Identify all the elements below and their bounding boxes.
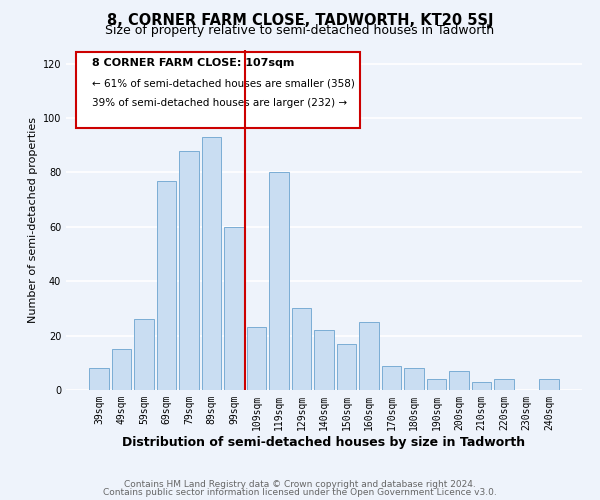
Bar (382, 366, 401, 390)
Bar (134, 320, 154, 390)
X-axis label: Distribution of semi-detached houses by size in Tadworth: Distribution of semi-detached houses by … (122, 436, 526, 448)
Text: 8, CORNER FARM CLOSE, TADWORTH, KT20 5SJ: 8, CORNER FARM CLOSE, TADWORTH, KT20 5SJ (107, 12, 493, 28)
FancyBboxPatch shape (76, 52, 360, 128)
Bar (427, 379, 446, 390)
Bar (404, 368, 424, 390)
Bar (359, 322, 379, 390)
Bar (269, 172, 289, 390)
Text: Contains HM Land Registry data © Crown copyright and database right 2024.: Contains HM Land Registry data © Crown c… (124, 480, 476, 489)
Bar (292, 308, 311, 390)
Text: ← 61% of semi-detached houses are smaller (358): ← 61% of semi-detached houses are smalle… (92, 79, 355, 89)
Bar (314, 330, 334, 390)
Bar (337, 344, 356, 390)
Y-axis label: Number of semi-detached properties: Number of semi-detached properties (28, 117, 38, 323)
Text: Contains public sector information licensed under the Open Government Licence v3: Contains public sector information licen… (103, 488, 497, 497)
Bar (112, 349, 131, 390)
Bar (539, 379, 559, 390)
Bar (494, 379, 514, 390)
Bar (247, 328, 266, 390)
Bar (472, 382, 491, 390)
Text: Size of property relative to semi-detached houses in Tadworth: Size of property relative to semi-detach… (106, 24, 494, 37)
Bar (224, 227, 244, 390)
Bar (179, 150, 199, 390)
Bar (89, 368, 109, 390)
Bar (202, 137, 221, 390)
Text: 39% of semi-detached houses are larger (232) →: 39% of semi-detached houses are larger (… (92, 98, 347, 108)
Text: 8 CORNER FARM CLOSE: 107sqm: 8 CORNER FARM CLOSE: 107sqm (92, 58, 294, 68)
Bar (449, 371, 469, 390)
Bar (157, 180, 176, 390)
